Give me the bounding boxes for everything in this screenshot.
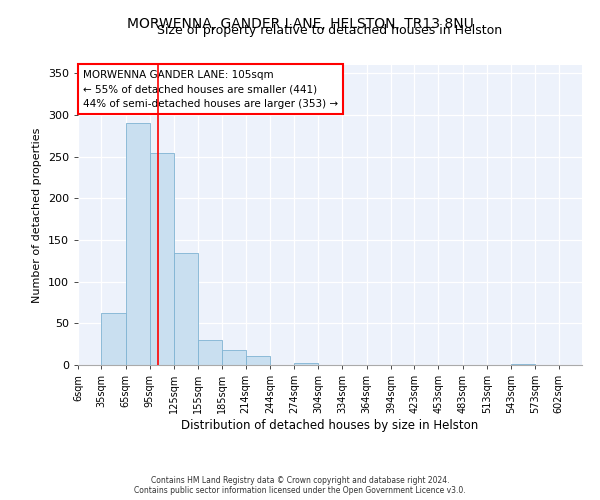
Text: MORWENNA GANDER LANE: 105sqm
← 55% of detached houses are smaller (441)
44% of s: MORWENNA GANDER LANE: 105sqm ← 55% of de… xyxy=(83,70,338,109)
Title: Size of property relative to detached houses in Helston: Size of property relative to detached ho… xyxy=(157,24,503,38)
Bar xyxy=(246,356,270,365)
X-axis label: Distribution of detached houses by size in Helston: Distribution of detached houses by size … xyxy=(181,419,479,432)
Text: Contains HM Land Registry data © Crown copyright and database right 2024.
Contai: Contains HM Land Registry data © Crown c… xyxy=(134,476,466,495)
Bar xyxy=(294,362,319,365)
Text: MORWENNA, GANDER LANE, HELSTON, TR13 8NU: MORWENNA, GANDER LANE, HELSTON, TR13 8NU xyxy=(127,18,473,32)
Bar xyxy=(101,314,125,365)
Bar xyxy=(150,152,174,365)
Bar xyxy=(125,122,150,365)
Y-axis label: Number of detached properties: Number of detached properties xyxy=(32,128,42,302)
Bar xyxy=(223,350,246,365)
Bar xyxy=(174,254,198,365)
Bar xyxy=(198,340,223,365)
Bar xyxy=(511,364,535,365)
